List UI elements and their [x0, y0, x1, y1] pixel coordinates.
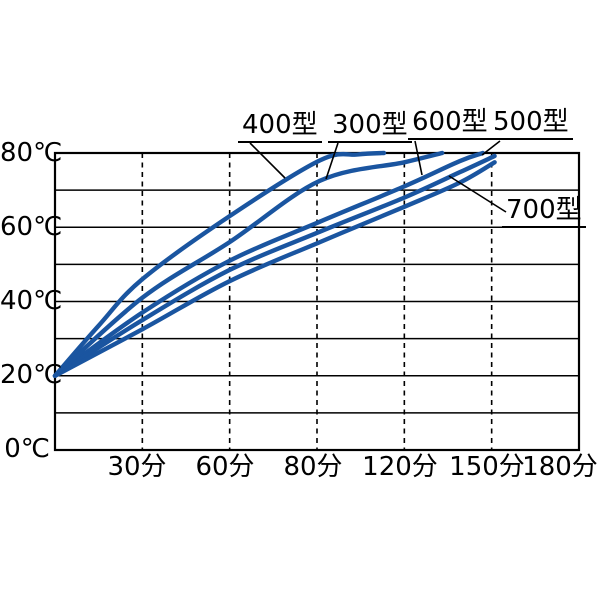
- x-tick-150min: 150分: [449, 452, 525, 482]
- x-tick-80min: 80分: [283, 452, 343, 482]
- curve-600型: [52, 153, 497, 378]
- y-tick-0: 0℃: [4, 434, 50, 464]
- leader-line-400: [249, 142, 286, 179]
- leader-line-600: [414, 140, 423, 176]
- curve-700型: [52, 160, 497, 378]
- y-tick-20: 20℃: [0, 360, 63, 390]
- x-tick-30min: 30分: [107, 452, 167, 482]
- y-tick-40: 40℃: [0, 286, 63, 316]
- y-tick-80: 80℃: [0, 138, 63, 168]
- series-label-300: 300型: [328, 111, 412, 143]
- plot-border: [53, 151, 581, 452]
- series-label-500: 500型: [489, 108, 573, 140]
- series-label-400: 400型: [238, 111, 322, 143]
- series-label-700: 700型: [502, 196, 586, 228]
- leader-line-500: [481, 140, 501, 156]
- curve-400型: [52, 150, 387, 378]
- leader-line-300: [325, 142, 339, 180]
- x-tick-60min: 60分: [195, 452, 255, 482]
- x-tick-120min: 120分: [362, 452, 438, 482]
- curve-300型: [52, 150, 445, 378]
- y-tick-60: 60℃: [0, 212, 63, 242]
- leader-line-700: [448, 175, 507, 213]
- series-label-600: 600型: [408, 108, 492, 140]
- x-tick-180min: 180分: [522, 452, 598, 482]
- curve-500型: [52, 150, 486, 378]
